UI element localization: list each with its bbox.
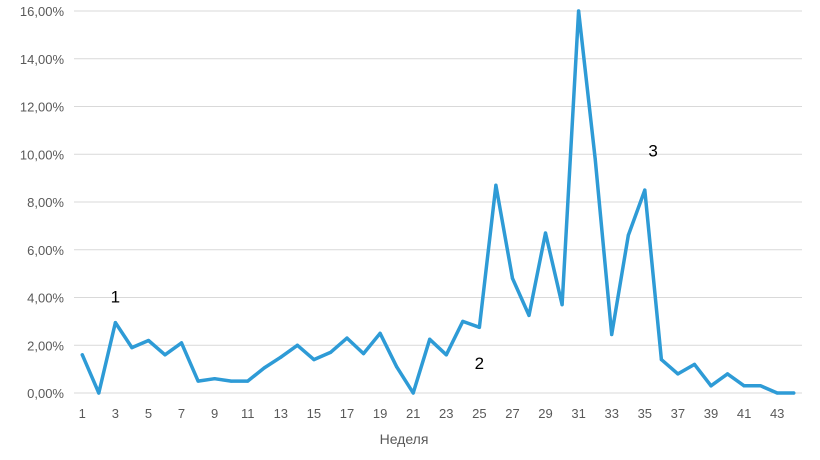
y-tick-label: 12,00% [20, 100, 65, 115]
x-tick-label: 7 [178, 406, 185, 421]
x-tick-label: 9 [211, 406, 218, 421]
data-point [328, 350, 333, 355]
y-tick-label: 10,00% [20, 147, 65, 162]
data-point [477, 325, 481, 329]
data-point [428, 337, 432, 341]
data-point [742, 384, 746, 388]
x-tick-label: 17 [340, 406, 354, 421]
data-point [560, 303, 564, 307]
data-point [97, 391, 101, 395]
series-line [80, 9, 796, 395]
x-axis-ticks: 1 3 5 7 9 11 13 15 17 19 21 23 25 27 29 31 33 35 37 39 41 43 [79, 406, 785, 421]
x-tick-label: 27 [505, 406, 519, 421]
data-point [163, 353, 167, 357]
x-tick-label: 25 [472, 406, 486, 421]
y-tick-label: 6,00% [27, 243, 64, 258]
x-tick-label: 1 [79, 406, 86, 421]
x-tick-label: 31 [571, 406, 585, 421]
x-tick-label: 29 [538, 406, 552, 421]
data-point [494, 183, 498, 187]
y-tick-label: 4,00% [27, 291, 64, 306]
x-tick-label: 13 [274, 406, 288, 421]
x-tick-label: 21 [406, 406, 420, 421]
data-point [262, 366, 266, 370]
data-point [543, 231, 548, 235]
data-point [279, 355, 283, 359]
annotation-label: 1 [111, 287, 120, 306]
data-point [792, 391, 796, 395]
data-point [676, 372, 680, 376]
data-point [295, 343, 299, 347]
y-tick-label: 8,00% [27, 195, 64, 210]
data-point [113, 320, 117, 325]
gridlines [74, 10, 802, 394]
data-point [610, 332, 614, 337]
data-point [130, 346, 134, 350]
y-tick-label: 0,00% [27, 386, 64, 401]
x-axis-label: Неделя [380, 431, 429, 447]
data-point [626, 233, 630, 238]
x-tick-label: 35 [638, 406, 652, 421]
annotations: 1 2 3 [111, 142, 658, 373]
data-point [725, 372, 730, 376]
series-layer [80, 9, 796, 395]
y-axis-ticks: 0,00% 2,00% 4,00% 6,00% 8,00% 10,00% 12,00% 14,… [20, 4, 65, 401]
data-point [246, 379, 250, 383]
data-point [395, 365, 399, 369]
annotation-label: 2 [475, 354, 484, 373]
x-tick-label: 33 [604, 406, 618, 421]
data-point [213, 377, 217, 381]
data-point [179, 341, 184, 345]
data-point [461, 319, 465, 323]
data-point [229, 379, 233, 383]
y-tick-label: 14,00% [20, 52, 65, 67]
x-tick-label: 3 [112, 406, 119, 421]
data-point [759, 384, 763, 388]
x-tick-label: 23 [439, 406, 453, 421]
annotation-label: 3 [648, 142, 657, 161]
y-tick-label: 2,00% [27, 338, 64, 353]
data-point [643, 188, 647, 192]
data-point [709, 384, 713, 388]
data-point [510, 276, 515, 280]
data-point [692, 362, 697, 366]
x-tick-label: 5 [145, 406, 152, 421]
x-tick-label: 43 [770, 406, 784, 421]
data-point [577, 9, 581, 13]
data-point [196, 379, 200, 383]
data-point [312, 357, 316, 362]
data-point [411, 391, 415, 395]
data-point [146, 338, 151, 343]
x-tick-label: 39 [704, 406, 718, 421]
x-tick-label: 41 [737, 406, 751, 421]
y-tick-label: 16,00% [20, 4, 65, 19]
data-point [361, 352, 366, 356]
x-tick-label: 19 [373, 406, 387, 421]
x-tick-label: 37 [671, 406, 685, 421]
data-point [527, 313, 531, 318]
x-tick-label: 11 [241, 406, 255, 421]
data-point [593, 157, 597, 161]
data-point [80, 353, 84, 357]
data-point [775, 391, 779, 395]
x-tick-label: 15 [307, 406, 321, 421]
data-point [345, 336, 349, 340]
data-point [378, 331, 382, 335]
data-point [659, 357, 663, 362]
data-point [444, 353, 448, 357]
